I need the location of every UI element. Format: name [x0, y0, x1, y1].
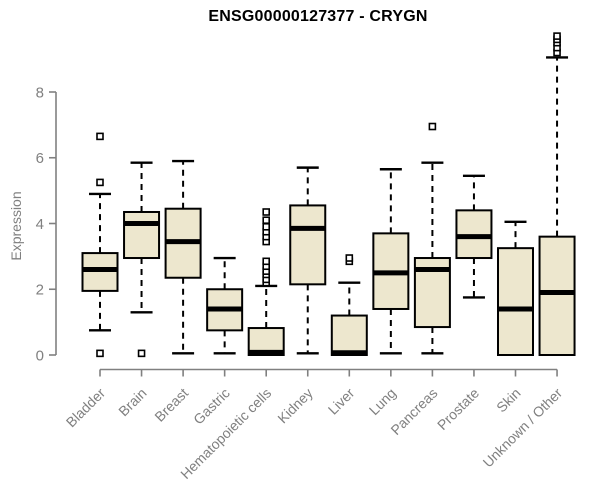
- x-tick-label: Liver: [325, 385, 358, 418]
- y-axis-label: Expression: [8, 191, 24, 261]
- outlier-hematopoietic-cells: [262, 216, 271, 225]
- x-tick-label: Breast: [151, 385, 191, 425]
- box-brain: [123, 210, 161, 260]
- outlier-unknown-other: [553, 32, 561, 40]
- x-tick-label: Skin: [493, 385, 524, 416]
- x-tick-label: Brain: [115, 385, 149, 419]
- y-tick-label: 4: [36, 216, 44, 233]
- x-tick-label: Bladder: [63, 385, 109, 431]
- outlier-brain: [137, 349, 146, 358]
- x-tick-label: Prostate: [434, 385, 482, 433]
- outlier-hematopoietic-cells: [262, 222, 271, 231]
- chart-title: ENSG00000127377 - CRYGN: [208, 8, 428, 25]
- outlier-bladder: [96, 132, 104, 141]
- box-unknown-other: [538, 235, 576, 356]
- outlier-hematopoietic-cells: [262, 208, 271, 216]
- x-tick-label: Kidney: [274, 385, 316, 427]
- y-tick-label: 2: [36, 282, 44, 299]
- outlier-bladder: [96, 349, 104, 358]
- outlier-pancreas: [428, 122, 437, 131]
- x-tick-label: Unknown / Other: [480, 385, 566, 471]
- x-tick-label: Lung: [366, 385, 399, 418]
- box-liver: [330, 314, 368, 356]
- outlier-bladder: [96, 178, 104, 187]
- outlier-liver: [345, 254, 354, 262]
- y-tick-label: 0: [36, 347, 44, 364]
- box-skin: [497, 247, 534, 356]
- y-tick-label: 6: [36, 150, 44, 167]
- y-tick-label: 8: [36, 84, 44, 101]
- box-kidney: [289, 204, 327, 286]
- outlier-hematopoietic-cells: [262, 257, 271, 266]
